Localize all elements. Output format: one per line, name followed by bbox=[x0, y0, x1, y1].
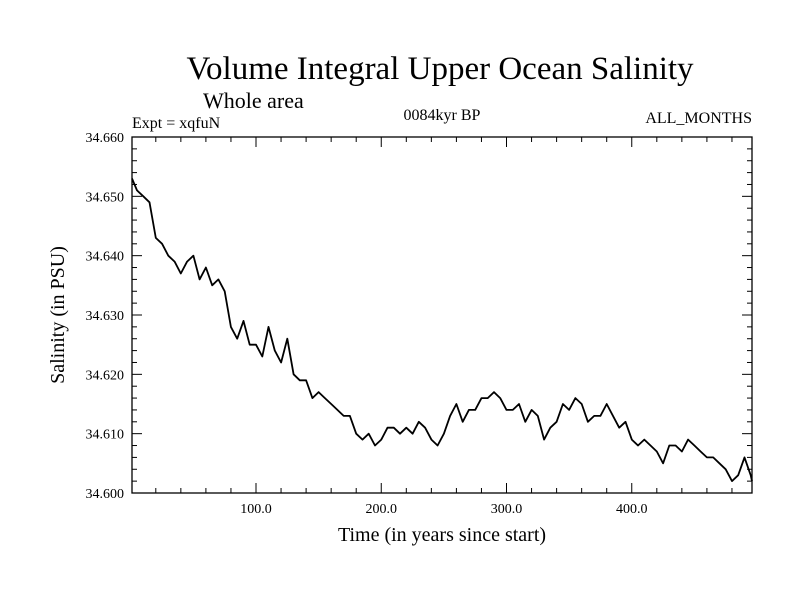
y-tick-label: 34.610 bbox=[86, 428, 125, 443]
y-axis-label: Salinity (in PSU) bbox=[47, 246, 69, 384]
chart-subtitle: Whole area bbox=[203, 88, 304, 113]
y-axis-tick-labels: 34.600 34.610 34.620 34.630 34.640 34.650 34.6… bbox=[86, 131, 125, 502]
y-tick-label: 34.620 bbox=[86, 368, 125, 383]
y-axis-ticks bbox=[132, 148, 752, 482]
x-tick-label: 100.0 bbox=[240, 502, 272, 517]
x-tick-label: 400.0 bbox=[616, 502, 648, 517]
experiment-label: Expt = xqfuN bbox=[132, 115, 221, 132]
months-label: ALL_MONTHS bbox=[645, 110, 752, 127]
x-axis-ticks bbox=[155, 137, 733, 493]
y-tick-label: 34.600 bbox=[86, 487, 125, 502]
x-axis-label: Time (in years since start) bbox=[338, 524, 546, 546]
x-tick-label: 200.0 bbox=[366, 502, 398, 517]
x-tick-label: 300.0 bbox=[491, 502, 523, 517]
y-tick-label: 34.630 bbox=[86, 309, 125, 324]
y-tick-label: 34.660 bbox=[86, 131, 125, 146]
plot-frame bbox=[131, 136, 753, 494]
chart-title: Volume Integral Upper Ocean Salinity bbox=[186, 51, 694, 87]
y-tick-label: 34.650 bbox=[86, 190, 125, 205]
y-tick-label: 34.640 bbox=[86, 250, 125, 265]
series-line-salinity bbox=[131, 178, 753, 482]
period-label: 0084kyr BP bbox=[404, 107, 481, 124]
x-axis-tick-labels: 100.0 200.0 300.0 400.0 bbox=[240, 502, 647, 517]
